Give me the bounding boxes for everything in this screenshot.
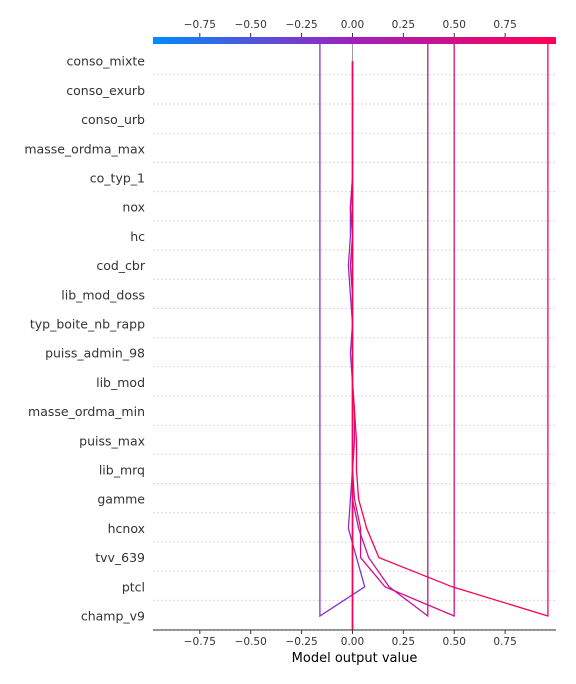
feature-label: masse_ordma_max [24,141,145,156]
feature-label: hcnox [108,521,145,536]
feature-label: ptcl [122,579,145,594]
bottom-tick-label: −0.25 [285,636,317,648]
top-tick-label: −0.75 [184,19,216,31]
feature-labels: conso_mixte conso_exurb conso_urb masse_ord… [24,54,145,624]
feature-label: lib_mod_doss [61,287,145,302]
decision-lines [319,41,549,630]
decision-line-3 [351,41,455,630]
bottom-tick-label: 0.25 [392,636,415,648]
feature-label: lib_mrq [99,463,145,478]
top-tick-label: 0.50 [443,19,466,31]
feature-gridlines [153,74,556,631]
feature-label: hc [130,229,145,244]
top-tick-label: −0.25 [285,19,317,31]
feature-label: cod_cbr [96,258,146,273]
top-tick-label: 0.25 [392,19,415,31]
feature-label: gamme [97,492,145,507]
top-tick-label: 0.75 [493,19,516,31]
bottom-tick-label: −0.75 [184,636,216,648]
top-tick-label: −0.50 [235,19,267,31]
feature-label: champ_v9 [81,609,145,624]
bottom-axis-ticks: −0.75 −0.50 −0.25 0.00 0.25 0.50 0.75 [153,629,556,648]
feature-label: conso_exurb [66,83,145,98]
top-tick-label: 0.00 [341,19,364,31]
feature-label: typ_boite_nb_rapp [30,317,145,332]
x-axis-title: Model output value [292,651,418,666]
feature-label: puiss_max [79,433,145,448]
feature-label: co_typ_1 [90,171,145,186]
feature-label: tvv_639 [95,550,145,565]
colorbar [153,37,556,44]
decision-line-4 [351,41,549,630]
bottom-tick-label: 0.00 [341,636,364,648]
bottom-tick-label: 0.50 [443,636,466,648]
colorbar-gradient [153,37,556,44]
feature-label: nox [122,200,145,215]
feature-label: puiss_admin_98 [45,346,145,361]
feature-label: conso_urb [81,112,145,127]
feature-label: lib_mod [96,375,145,390]
bottom-tick-label: −0.50 [235,636,267,648]
bottom-tick-label: 0.75 [493,636,516,648]
feature-label: conso_mixte [67,54,146,69]
top-axis-ticks: −0.75 −0.50 −0.25 0.00 0.25 0.50 0.75 [184,19,517,37]
feature-label: masse_ordma_min [28,404,145,419]
